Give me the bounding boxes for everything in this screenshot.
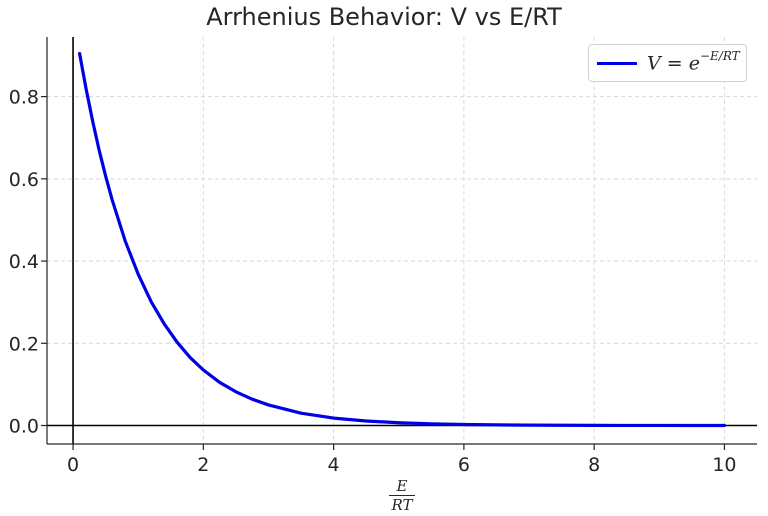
- legend: V = e−E/RT: [588, 44, 747, 82]
- series-layer: [77, 51, 727, 428]
- x-tick-label: 4: [328, 454, 340, 476]
- tick-layer: 0 2 4 6 8 10 0.0 0.2 0.4 0.6 0.8: [9, 87, 737, 476]
- x-tick-label: 10: [712, 454, 736, 476]
- series-line-0: [77, 51, 727, 428]
- y-tick-label: 0.4: [9, 251, 39, 273]
- y-tick-label: 0.8: [9, 87, 39, 109]
- x-tick-label: 6: [458, 454, 470, 476]
- y-tick-label: 0.0: [9, 416, 39, 438]
- legend-label: V = e−E/RT: [647, 49, 740, 75]
- legend-swatch: [597, 62, 637, 65]
- legend-label-exponent: −E/RT: [699, 49, 740, 63]
- y-tick-label: 0.2: [9, 333, 39, 355]
- y-tick-label: 0.6: [9, 169, 39, 191]
- x-axis-label-denominator: RT: [391, 496, 413, 514]
- x-axis-label-fraction-bar: [389, 495, 415, 496]
- x-axis-label: E RT: [372, 478, 432, 513]
- legend-label-base: V = e: [647, 52, 700, 75]
- x-tick-label: 0: [67, 454, 79, 476]
- x-tick-label: 8: [588, 454, 600, 476]
- chart-title: Arrhenius Behavior: V vs E/RT: [206, 3, 562, 31]
- reference-lines: [47, 37, 757, 444]
- grid: [47, 37, 757, 444]
- x-tick-label: 2: [197, 454, 209, 476]
- x-axis-label-numerator: E: [396, 477, 408, 495]
- axes: [46, 37, 757, 445]
